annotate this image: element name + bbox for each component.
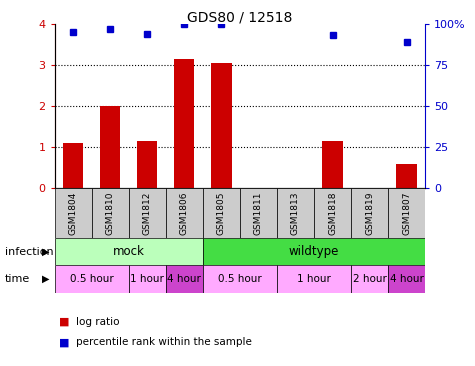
Text: time: time xyxy=(5,274,30,284)
Text: GSM1813: GSM1813 xyxy=(291,191,300,235)
Text: percentile rank within the sample: percentile rank within the sample xyxy=(76,337,252,347)
Bar xyxy=(137,141,157,188)
Text: ▶: ▶ xyxy=(42,247,50,257)
FancyBboxPatch shape xyxy=(314,188,351,238)
FancyBboxPatch shape xyxy=(203,265,277,293)
Text: 4 hour: 4 hour xyxy=(390,274,424,284)
FancyBboxPatch shape xyxy=(351,265,388,293)
FancyBboxPatch shape xyxy=(388,188,425,238)
FancyBboxPatch shape xyxy=(129,188,166,238)
Bar xyxy=(63,143,83,188)
FancyBboxPatch shape xyxy=(388,265,425,293)
Text: GSM1818: GSM1818 xyxy=(328,191,337,235)
FancyBboxPatch shape xyxy=(55,265,129,293)
FancyBboxPatch shape xyxy=(277,188,314,238)
Bar xyxy=(174,59,194,188)
Text: 1 hour: 1 hour xyxy=(130,274,164,284)
FancyBboxPatch shape xyxy=(166,265,203,293)
Text: 2 hour: 2 hour xyxy=(352,274,387,284)
Text: GSM1806: GSM1806 xyxy=(180,191,189,235)
FancyBboxPatch shape xyxy=(351,188,388,238)
FancyBboxPatch shape xyxy=(129,265,166,293)
FancyBboxPatch shape xyxy=(240,188,277,238)
Text: 4 hour: 4 hour xyxy=(167,274,201,284)
Bar xyxy=(211,63,231,188)
FancyBboxPatch shape xyxy=(277,265,351,293)
Text: infection: infection xyxy=(5,247,53,257)
FancyBboxPatch shape xyxy=(55,238,203,265)
Text: log ratio: log ratio xyxy=(76,317,120,327)
Text: GSM1804: GSM1804 xyxy=(69,191,77,235)
FancyBboxPatch shape xyxy=(166,188,203,238)
Text: GSM1807: GSM1807 xyxy=(402,191,411,235)
Text: GSM1811: GSM1811 xyxy=(254,191,263,235)
Text: ■: ■ xyxy=(59,317,70,327)
FancyBboxPatch shape xyxy=(92,188,129,238)
Text: GSM1810: GSM1810 xyxy=(106,191,114,235)
Text: GSM1819: GSM1819 xyxy=(365,191,374,235)
Text: 1 hour: 1 hour xyxy=(297,274,331,284)
FancyBboxPatch shape xyxy=(203,188,240,238)
Bar xyxy=(100,106,120,188)
FancyBboxPatch shape xyxy=(55,188,92,238)
Text: wildtype: wildtype xyxy=(289,245,339,258)
Text: ■: ■ xyxy=(59,337,70,347)
Text: 0.5 hour: 0.5 hour xyxy=(218,274,262,284)
Text: GDS80 / 12518: GDS80 / 12518 xyxy=(187,11,293,25)
Text: ▶: ▶ xyxy=(42,274,50,284)
Text: GSM1805: GSM1805 xyxy=(217,191,226,235)
Bar xyxy=(323,141,342,188)
Text: mock: mock xyxy=(113,245,145,258)
Text: GSM1812: GSM1812 xyxy=(143,191,152,235)
Text: 0.5 hour: 0.5 hour xyxy=(70,274,114,284)
Bar xyxy=(397,164,417,188)
FancyBboxPatch shape xyxy=(203,238,425,265)
